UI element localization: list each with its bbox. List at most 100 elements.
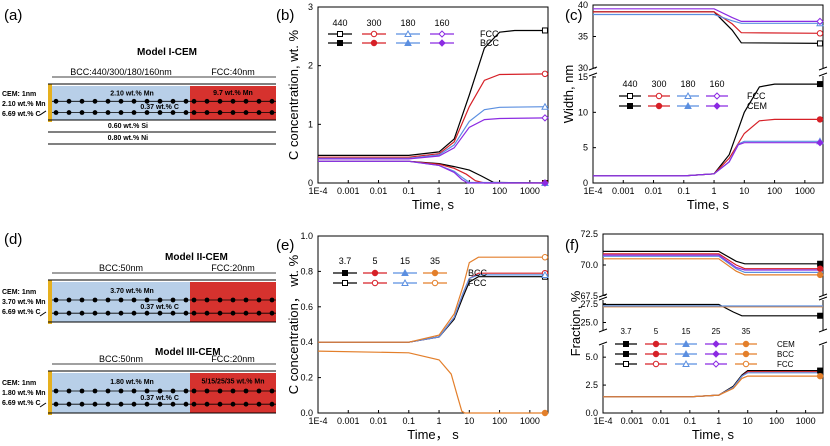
bcc-atom bbox=[105, 110, 111, 115]
legend-marker bbox=[655, 92, 663, 100]
y-tick-label: 0.6 bbox=[300, 302, 313, 312]
y-tick-label: 1 bbox=[308, 119, 313, 129]
legend-marker bbox=[342, 280, 348, 286]
series-line bbox=[603, 371, 823, 398]
series-line bbox=[603, 375, 823, 398]
y-axis-label: C concentration, wt. % bbox=[286, 30, 301, 160]
x-tick-label: 0.1 bbox=[678, 186, 691, 196]
series-marker bbox=[816, 81, 823, 88]
cem-info-line: CEM: 1nm bbox=[2, 380, 36, 387]
panel-label-e: (e) bbox=[276, 237, 294, 254]
bcc-atom bbox=[105, 388, 111, 394]
bcc-atom bbox=[170, 98, 176, 104]
bcc-atom bbox=[118, 110, 124, 115]
x-tick-label: 100 bbox=[492, 416, 507, 426]
bcc-atom bbox=[66, 388, 72, 394]
x-tick-label: 100 bbox=[767, 186, 782, 196]
fcc-size-label: FCC:20nm bbox=[211, 354, 255, 364]
fcc-atom bbox=[230, 297, 236, 303]
x-tick-label: 10 bbox=[739, 186, 749, 196]
x-tick-label: 1000 bbox=[520, 186, 540, 196]
y-tick-label: 5.0 bbox=[585, 352, 598, 362]
bcc-atom bbox=[131, 310, 137, 316]
y-tick-label: 70.0 bbox=[580, 260, 598, 270]
series-line bbox=[603, 250, 823, 265]
legend-marker bbox=[623, 361, 629, 367]
bcc-atom bbox=[92, 401, 98, 407]
fcc-atom bbox=[256, 110, 262, 115]
fcc-atom bbox=[269, 110, 275, 115]
x-axis-label: Time, s bbox=[687, 197, 730, 212]
legend-marker bbox=[431, 279, 439, 287]
legend-row-label: BCC bbox=[468, 268, 488, 278]
x-tick-label: 0.001 bbox=[612, 186, 635, 196]
legend-marker bbox=[682, 349, 690, 357]
bcc-atom bbox=[183, 310, 189, 316]
bcc-mn-label: 3.70 wt.% Mn bbox=[110, 288, 154, 295]
fcc-atom bbox=[269, 310, 275, 316]
x-tick-label: 10 bbox=[743, 416, 753, 426]
x-axis-label: Time, s bbox=[412, 197, 455, 212]
y-axis-label: Fraction, % bbox=[568, 290, 583, 356]
x-tick-label: 1 bbox=[437, 416, 442, 426]
legend-marker bbox=[684, 101, 692, 109]
fcc-atom bbox=[243, 310, 249, 316]
y-tick-label: 1.0 bbox=[300, 231, 313, 241]
legend-marker bbox=[684, 91, 692, 99]
bcc-atom bbox=[144, 297, 150, 303]
bcc-atom bbox=[157, 297, 163, 303]
bcc-size-label: BCC:440/300/180/160nm bbox=[70, 67, 172, 77]
series-marker bbox=[541, 270, 549, 278]
panel-label-a: (a) bbox=[4, 7, 22, 24]
x-axis-label: Time， s bbox=[407, 427, 459, 442]
bcc-atom bbox=[53, 98, 59, 104]
legend-marker bbox=[627, 93, 633, 99]
bcc-atom bbox=[79, 310, 85, 316]
y-axis-label: C concentration， wt. % bbox=[286, 254, 301, 394]
series-line bbox=[593, 140, 823, 177]
x-tick-label: 1E-4 bbox=[308, 416, 327, 426]
fcc-atom bbox=[230, 98, 236, 104]
fcc-atom bbox=[217, 388, 223, 394]
fcc-atom bbox=[217, 98, 223, 104]
fcc-atom bbox=[217, 110, 223, 115]
x-tick-label: 0.001 bbox=[621, 416, 644, 426]
y-tick-label: 25.0 bbox=[580, 318, 598, 328]
x-tick-label: 100 bbox=[492, 186, 507, 196]
fcc-atom bbox=[230, 388, 236, 394]
cem-info-line: CEM: 1nm bbox=[2, 91, 36, 98]
fcc-atom bbox=[243, 110, 249, 115]
legend-marker bbox=[342, 270, 348, 276]
legend-marker bbox=[401, 268, 409, 276]
series-marker bbox=[816, 17, 824, 26]
bcc-atom bbox=[118, 388, 124, 394]
series-line bbox=[603, 303, 823, 317]
legend-marker bbox=[623, 351, 629, 357]
x-tick-label: 1E-4 bbox=[593, 416, 612, 426]
legend-marker bbox=[370, 39, 378, 47]
cem-arrow bbox=[39, 311, 47, 317]
series-marker bbox=[541, 27, 548, 34]
x-tick-label: 0.01 bbox=[370, 416, 388, 426]
series-line bbox=[593, 11, 824, 34]
bcc-atom bbox=[170, 110, 176, 115]
y-tick-label: 2.5 bbox=[585, 380, 598, 390]
fcc-atom bbox=[243, 98, 249, 104]
bcc-atom bbox=[53, 401, 59, 407]
bcc-atom bbox=[118, 98, 124, 104]
legend-size-label: 160 bbox=[434, 18, 449, 28]
y-tick-label: 0 bbox=[308, 178, 313, 188]
legend-size-label: 3.7 bbox=[620, 327, 632, 336]
axis-break-mark bbox=[818, 66, 828, 77]
y-tick-label: 0.8 bbox=[300, 266, 313, 276]
y-tick-label: 2 bbox=[308, 61, 313, 71]
legend-marker bbox=[712, 340, 720, 348]
model-a bbox=[39, 76, 276, 145]
bcc-atom bbox=[131, 98, 137, 104]
bcc-atom bbox=[79, 297, 85, 303]
cem-info-line: 3.70 wt.% Mn bbox=[2, 299, 46, 306]
panel-label-f: (f) bbox=[565, 237, 579, 254]
bcc-size-label: BCC:50nm bbox=[99, 263, 143, 273]
series-marker bbox=[816, 30, 824, 37]
bcc-atom bbox=[144, 98, 150, 104]
